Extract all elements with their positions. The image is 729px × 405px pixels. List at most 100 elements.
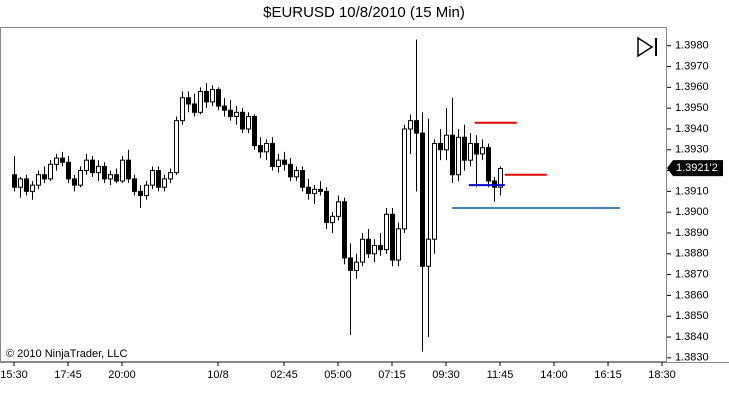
candle-body xyxy=(210,88,215,103)
y-tick-label: 1.3950 xyxy=(675,102,709,114)
candle-body xyxy=(96,165,101,174)
candle-body xyxy=(186,97,191,105)
candle-body xyxy=(324,190,329,224)
y-tick-label: 1.3830 xyxy=(675,352,709,364)
candle-body xyxy=(198,91,203,113)
chart-title: $EURUSD 10/8/2010 (15 Min) xyxy=(263,4,465,21)
candle-body xyxy=(426,238,431,267)
candle-body xyxy=(222,105,227,111)
last-price-label: 1.3921'2 xyxy=(676,162,718,174)
y-tick-label: 1.3980 xyxy=(675,40,709,52)
plot-frame xyxy=(0,27,667,362)
candle-body xyxy=(402,128,407,230)
x-tick-label: 20:00 xyxy=(108,369,136,381)
candle-body xyxy=(468,143,473,161)
last-price-box xyxy=(667,160,723,177)
y-tick-label: 1.3960 xyxy=(675,81,709,93)
candle-body xyxy=(120,159,125,182)
candle-body xyxy=(60,157,65,163)
candle-body xyxy=(156,170,161,188)
candle-body xyxy=(24,178,29,192)
candle-body xyxy=(270,143,275,167)
candle-body xyxy=(132,178,137,192)
candle-body xyxy=(288,163,293,178)
candle-body xyxy=(306,186,311,194)
candle-body xyxy=(48,163,53,180)
candle-body xyxy=(312,188,317,194)
candle-body xyxy=(492,180,497,188)
candle-body xyxy=(420,132,425,267)
candle-body xyxy=(72,178,77,186)
x-tick-label: 02:45 xyxy=(270,369,298,381)
candle-body xyxy=(486,147,491,182)
candle-body xyxy=(12,174,17,188)
candle-body xyxy=(180,97,185,122)
candle-body xyxy=(18,178,23,188)
candle-body xyxy=(396,228,401,261)
candle-body xyxy=(282,159,287,165)
x-tick-label: 17:45 xyxy=(54,369,82,381)
candle-body xyxy=(42,174,47,180)
y-tick-label: 1.3930 xyxy=(675,144,709,156)
candle-body xyxy=(318,188,323,192)
candle-body xyxy=(480,147,485,155)
candle-body xyxy=(474,143,479,155)
x-tick-label: 11:45 xyxy=(487,369,514,381)
candle-body xyxy=(300,170,305,188)
y-tick-label: 1.3860 xyxy=(675,289,709,301)
y-tick-label: 1.3900 xyxy=(675,206,709,218)
candle-body xyxy=(378,244,383,251)
candle-body xyxy=(144,184,149,197)
candle-body xyxy=(84,159,89,172)
y-tick-label: 1.3890 xyxy=(675,227,709,239)
y-tick-label: 1.3910 xyxy=(675,185,709,197)
y-tick-label: 1.3940 xyxy=(675,123,709,135)
x-tick-label: 09:30 xyxy=(432,369,460,381)
candle-body xyxy=(90,159,95,174)
x-tick-label: 16:15 xyxy=(594,369,622,381)
candle-body xyxy=(498,167,503,188)
candle-body xyxy=(78,170,83,186)
candle-body xyxy=(264,143,269,153)
candle-body xyxy=(216,88,221,107)
candle-body xyxy=(162,178,167,188)
candle-body xyxy=(366,238,371,255)
candle-body xyxy=(354,261,359,271)
candle-body xyxy=(414,120,419,134)
y-tick-label: 1.3970 xyxy=(675,60,709,72)
candle-body xyxy=(360,238,365,263)
candle-body xyxy=(450,134,455,176)
candle-body xyxy=(108,174,113,180)
candle-body xyxy=(462,136,467,161)
candle-body xyxy=(168,172,173,180)
candle-body xyxy=(234,111,239,117)
candle-body xyxy=(456,136,461,176)
x-tick-label: 05:00 xyxy=(324,369,352,381)
play-triangle[interactable] xyxy=(637,36,654,58)
x-tick-label: 18:30 xyxy=(648,369,676,381)
candle-body xyxy=(54,157,59,165)
candle-body xyxy=(174,120,179,174)
candle-body xyxy=(348,257,353,271)
y-tick-label: 1.3880 xyxy=(675,248,709,260)
x-tick-label: 15:30 xyxy=(0,369,28,381)
play-icon[interactable] xyxy=(637,36,657,58)
candle-body xyxy=(102,165,107,180)
candle-body xyxy=(384,213,389,251)
candle-body xyxy=(252,115,257,147)
candle-body xyxy=(36,174,41,186)
candle-body xyxy=(126,159,131,180)
candle-body xyxy=(372,244,377,255)
candle-body xyxy=(294,170,299,178)
candle-body xyxy=(138,190,143,197)
x-tick-label: 07:15 xyxy=(378,369,406,381)
candle-body xyxy=(444,134,449,151)
y-tick-label: 1.3840 xyxy=(675,331,709,343)
candle-body xyxy=(228,109,233,117)
candle-body xyxy=(336,201,341,217)
candle-body xyxy=(192,103,197,113)
candle-body xyxy=(66,161,71,180)
x-tick-label: 14:00 xyxy=(540,369,568,381)
